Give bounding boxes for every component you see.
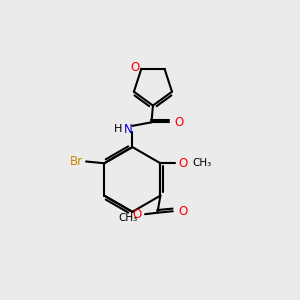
Text: CH₃: CH₃: [118, 213, 138, 223]
Text: O: O: [174, 116, 184, 129]
Text: O: O: [178, 205, 187, 218]
Text: CH₃: CH₃: [193, 158, 212, 168]
Text: Br: Br: [70, 155, 83, 168]
Text: H: H: [114, 124, 123, 134]
Text: N: N: [124, 123, 133, 136]
Text: O: O: [132, 208, 141, 221]
Text: O: O: [130, 61, 140, 74]
Text: O: O: [178, 157, 188, 170]
